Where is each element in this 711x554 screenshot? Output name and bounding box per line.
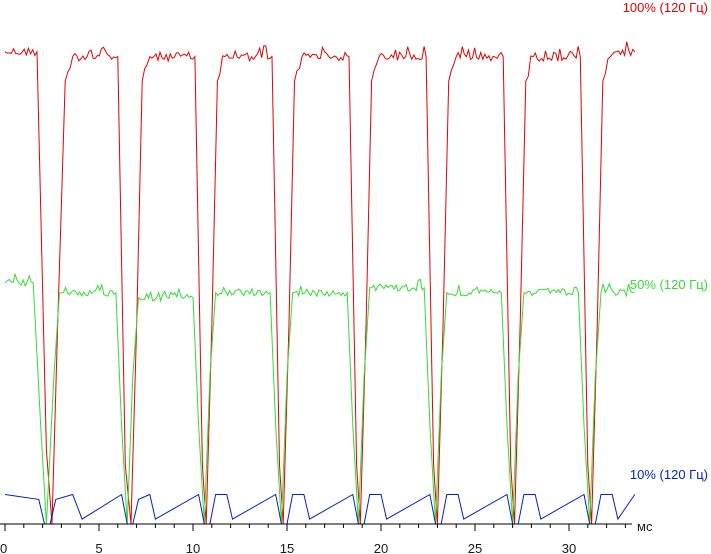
x-tick-label: 0	[0, 541, 7, 554]
series-line-1	[4, 272, 635, 525]
x-tick-label: 5	[95, 541, 102, 554]
x-ticks: 0 5 10 15 20 25 30	[0, 524, 626, 554]
x-tick-label: 10	[186, 541, 200, 554]
series-line-0	[4, 41, 636, 525]
x-tick-label: 15	[280, 541, 294, 554]
x-axis-unit-label: мс	[637, 519, 653, 534]
series-label-1: 50% (120 Гц)	[630, 277, 708, 292]
series-labels: 100% (120 Гц) 50% (120 Гц) 10% (120 Гц)	[623, 0, 708, 482]
series-label-2: 10% (120 Гц)	[630, 467, 708, 482]
series-line-2	[4, 493, 636, 525]
series-layer	[4, 41, 636, 525]
x-tick-label: 20	[374, 541, 388, 554]
x-tick-label: 25	[468, 541, 482, 554]
series-label-0: 100% (120 Гц)	[623, 0, 708, 15]
x-tick-label: 30	[562, 541, 576, 554]
